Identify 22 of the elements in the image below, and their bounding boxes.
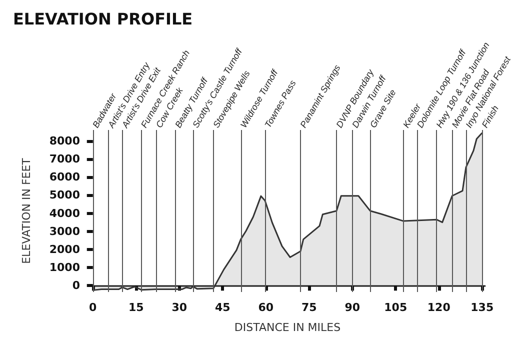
y-tick-label: 2000	[49, 242, 80, 256]
x-tick-label: 0	[89, 301, 98, 314]
x-tick-label: 135	[470, 301, 494, 314]
x-tick-label: 90	[344, 301, 360, 314]
y-tick-label: 4000	[49, 206, 80, 220]
y-tick-label: 7000	[49, 152, 80, 166]
y-tick-label: 1000	[49, 261, 80, 274]
y-tick-label: 8000	[49, 134, 80, 148]
x-tick-label: 105	[384, 301, 408, 314]
y-tick-label: 0	[72, 279, 80, 292]
x-tick-label: 45	[214, 301, 230, 314]
x-tick-label: 60	[258, 301, 274, 314]
x-tick-label: 30	[172, 301, 188, 314]
y-tick-label: 6000	[49, 170, 80, 184]
x-tick-label: 120	[427, 301, 451, 314]
x-axis-title: DISTANCE IN MILES	[234, 321, 341, 334]
x-tick-label: 15	[128, 301, 144, 314]
y-axis-title: ELEVATION IN FEET	[20, 158, 33, 264]
y-tick-label: 5000	[49, 188, 80, 202]
x-tick-label: 75	[301, 301, 317, 314]
chart-title: ELEVATION PROFILE	[13, 10, 193, 28]
y-tick-label: 3000	[49, 224, 80, 238]
